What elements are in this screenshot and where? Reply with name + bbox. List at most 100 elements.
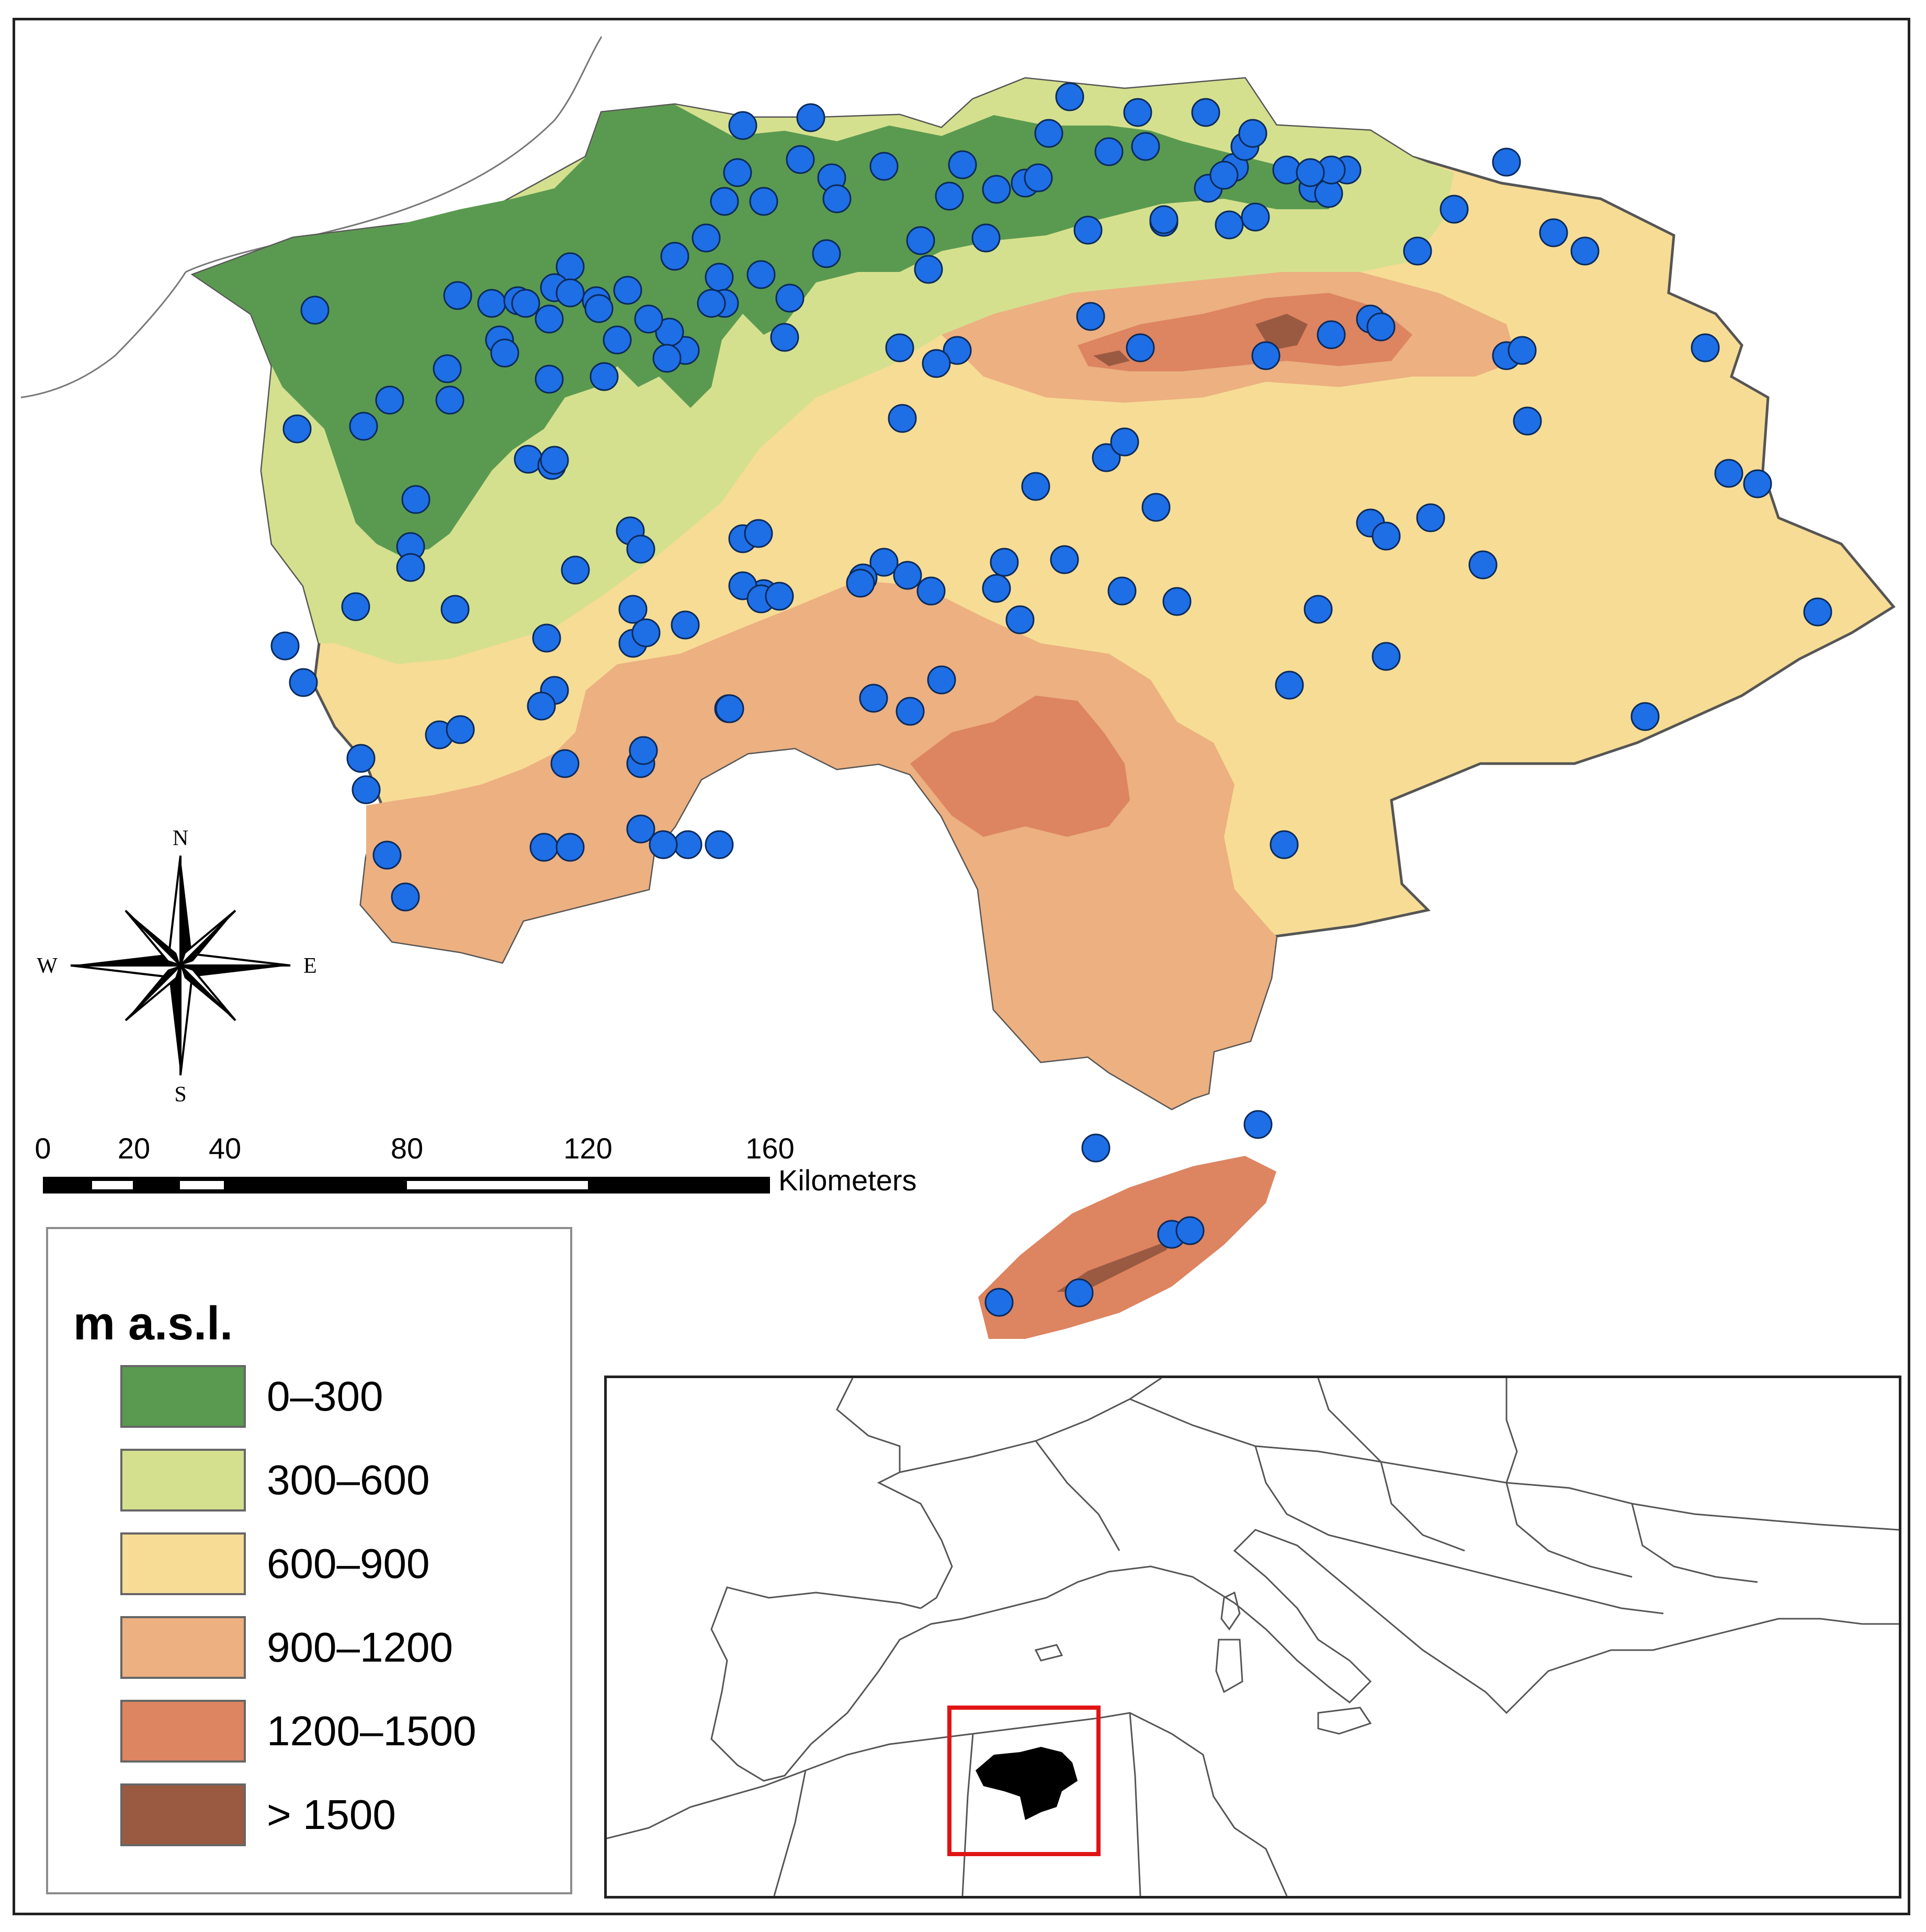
station-marker-icon — [391, 882, 420, 912]
station-marker-icon — [1175, 1216, 1205, 1245]
station-marker-icon — [1743, 469, 1772, 498]
station-marker-icon — [1024, 163, 1053, 192]
inset-coast-mediterranean — [962, 1529, 1899, 1714]
compass-south-label: S — [174, 1083, 186, 1107]
legend-swatch-900-1200 — [120, 1616, 246, 1679]
inset-border-7 — [1631, 1503, 1758, 1583]
station-marker-icon — [1403, 236, 1432, 266]
station-marker-icon — [746, 260, 776, 289]
station-marker-icon — [885, 333, 914, 362]
station-marker-icon — [935, 181, 964, 211]
inset-highlight-box — [947, 1706, 1101, 1856]
station-marker-icon — [1366, 312, 1396, 342]
inset-coast-france — [836, 1378, 953, 1609]
station-marker-icon — [1191, 98, 1220, 127]
station-marker-icon — [869, 152, 899, 181]
inset-border-10 — [773, 1770, 807, 1896]
station-marker-icon — [629, 736, 658, 765]
legend-label-above-1500: > 1500 — [267, 1791, 396, 1838]
station-marker-icon — [626, 814, 655, 844]
station-marker-icon — [514, 445, 543, 474]
scale-tick-160: 160 — [745, 1132, 794, 1165]
station-marker-icon — [1468, 550, 1498, 579]
inset-border-12 — [1129, 1712, 1141, 1896]
station-marker-icon — [613, 276, 642, 305]
inset-locator-map — [604, 1376, 1901, 1899]
legend-swatch-0-300 — [120, 1365, 246, 1428]
station-marker-icon — [590, 362, 619, 391]
compass-west-label: W — [37, 954, 58, 978]
station-marker-icon — [984, 1288, 1014, 1317]
station-marker-icon — [728, 111, 757, 140]
station-marker-icon — [1372, 521, 1401, 551]
station-marker-icon — [443, 281, 472, 310]
station-marker-icon — [982, 175, 1011, 204]
scale-unit-label: Kilometers — [778, 1164, 917, 1197]
station-marker-icon — [1209, 161, 1239, 190]
station-marker-icon — [1005, 605, 1035, 634]
inset-region-silhouette — [976, 1747, 1078, 1820]
station-marker-icon — [1215, 210, 1244, 240]
legend-label-900-1200: 900–1200 — [267, 1624, 453, 1670]
elevation-0-300 — [194, 105, 1339, 554]
station-marker-icon — [556, 833, 585, 862]
station-marker-icon — [1513, 406, 1542, 436]
station-marker-icon — [1050, 545, 1079, 574]
inset-border-8 — [1317, 1378, 1382, 1463]
station-marker-icon — [535, 304, 564, 334]
station-marker-icon — [796, 103, 825, 132]
legend-label-600-900: 600–900 — [267, 1540, 430, 1587]
station-marker-icon — [710, 187, 739, 216]
inset-coast-north-africa — [607, 1712, 1288, 1896]
station-marker-icon — [1126, 333, 1155, 362]
station-marker-icon — [490, 338, 519, 368]
station-marker-icon — [869, 548, 899, 577]
coastline — [20, 36, 603, 399]
station-marker-icon — [1304, 595, 1333, 624]
station-marker-icon — [705, 830, 734, 859]
inset-coast-iberia — [710, 1586, 963, 1782]
elevation-1200-1500-southeast — [978, 1156, 1276, 1339]
station-marker-icon — [1094, 137, 1124, 166]
inset-island-sardinia — [1215, 1639, 1243, 1694]
station-marker-icon — [282, 414, 312, 444]
scale-tick-40: 40 — [209, 1132, 241, 1165]
legend-label-0-300: 0–300 — [267, 1373, 383, 1419]
station-marker-icon — [1107, 576, 1137, 606]
station-marker-icon — [744, 519, 773, 548]
station-marker-icon — [906, 226, 935, 255]
station-marker-icon — [626, 535, 655, 564]
station-marker-icon — [673, 830, 703, 859]
station-marker-icon — [1630, 702, 1660, 731]
station-marker-icon — [652, 344, 682, 373]
station-marker-icon — [631, 618, 661, 647]
scale-tick-20: 20 — [118, 1132, 150, 1165]
legend-label-300-600: 300–600 — [267, 1457, 430, 1503]
station-marker-icon — [1141, 493, 1171, 522]
station-marker-icon — [1131, 132, 1160, 161]
compass-east-label: E — [303, 954, 317, 978]
station-marker-icon — [1270, 830, 1299, 859]
station-marker-icon — [440, 595, 470, 624]
station-marker-icon — [1714, 459, 1743, 488]
station-marker-icon — [971, 223, 1001, 253]
map-frame — [13, 18, 1910, 1915]
station-marker-icon — [916, 576, 946, 606]
station-marker-icon — [786, 145, 815, 174]
station-marker-icon — [433, 354, 462, 383]
station-marker-icon — [550, 749, 580, 778]
station-marker-icon — [660, 242, 689, 271]
inset-europe-outline — [607, 1378, 1899, 1896]
legend-title: m a.s.l. — [73, 1298, 233, 1350]
station-marker-icon — [1372, 642, 1401, 671]
inset-island-balearic — [1034, 1644, 1063, 1662]
station-marker-icon — [1691, 333, 1720, 362]
station-marker-icon — [705, 263, 734, 292]
station-marker-icon — [300, 296, 330, 325]
station-marker-icon — [446, 715, 475, 744]
station-marker-icon — [749, 187, 778, 216]
compass-north-label: N — [173, 826, 188, 850]
elevation-1200-1500-south — [910, 696, 1130, 837]
station-marker-icon — [982, 574, 1011, 603]
